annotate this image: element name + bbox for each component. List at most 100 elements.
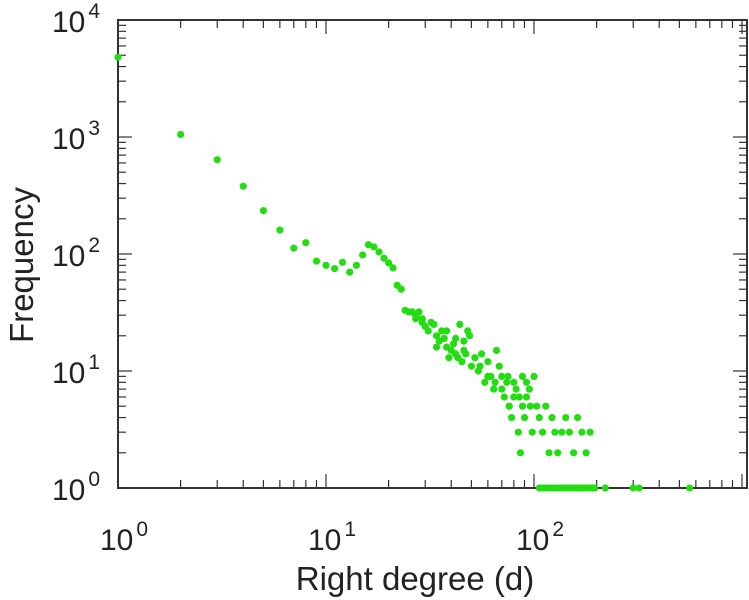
x-tick-label: 10 1 [308,518,356,557]
data-point [302,239,310,247]
data-point [518,372,527,380]
data-point [535,414,543,422]
data-point [430,320,438,328]
data-point [389,264,397,272]
data-point [471,354,479,362]
data-point [542,402,550,410]
data-point [545,449,553,457]
data-point [114,53,122,61]
data-point [574,414,582,422]
data-point [460,337,468,345]
data-point [591,484,599,492]
data-point [570,449,578,457]
data-point [522,393,531,401]
y-tick-label: 10 2 [52,234,100,273]
data-point [490,385,498,393]
data-point [491,378,499,386]
data-point [385,259,393,267]
data-point [601,484,609,492]
y-tick-label: 10 1 [52,351,100,390]
data-point [500,393,508,401]
data-point [466,332,474,340]
data-point [504,372,512,380]
data-point [510,378,518,386]
data-point [510,393,518,401]
data-point [364,241,373,249]
plot-frame [117,19,748,489]
data-point [375,248,383,256]
data-point [498,372,506,380]
data-point [484,358,492,366]
data-point [397,285,405,293]
data-point [458,358,466,366]
data-point [359,251,367,259]
data-point [322,261,330,269]
data-point [440,334,448,342]
data-point [565,428,574,436]
data-point [512,385,520,393]
data-point [635,484,643,492]
data-point [526,402,534,410]
data-point [432,332,441,340]
data-point [505,402,513,410]
data-point [177,130,185,139]
data-point [528,428,536,436]
data-point [290,244,298,252]
y-tick-label: 10 3 [52,117,100,156]
data-point [370,243,378,251]
data-point [686,484,694,492]
x-tick-label: 10 2 [516,518,564,557]
data-point [338,258,347,266]
data-point [476,362,484,370]
data-point [539,428,547,436]
data-point [514,428,522,436]
data-point [352,261,360,269]
data-point [562,414,570,422]
data-point [276,226,284,234]
data-point [415,308,423,316]
data-point [380,254,388,262]
data-point [522,378,531,386]
data-point [495,362,503,370]
x-tick-label: 10 0 [100,518,148,557]
data-point [548,414,556,422]
data-point [481,378,489,386]
y-axis-label: Frequency [3,187,40,343]
data-point [239,182,247,190]
data-point [492,346,501,354]
data-point [412,315,420,323]
x-axis-label: Right degree (d) [296,560,534,597]
data-point [418,318,426,326]
data-point [503,378,511,386]
data-point [312,257,321,265]
data-point [445,354,453,362]
y-tick-label: 10 0 [52,468,100,507]
data-point [508,414,516,422]
data-point [478,350,486,358]
data-point [449,340,458,348]
data-point [462,350,470,358]
data-point [424,327,432,335]
data-point [533,402,541,410]
data-point [432,343,441,351]
data-point [331,265,339,273]
data-point [516,449,525,457]
data-point [629,484,637,492]
data-point [213,156,221,164]
data-point [578,428,586,436]
data-point [582,449,590,457]
data-point [467,362,475,370]
data-point [554,449,562,457]
data-point [259,207,267,215]
data-points [114,53,694,492]
data-point [443,327,451,335]
data-point [586,428,594,436]
data-point [498,385,506,393]
data-point [525,385,534,393]
y-tick-label: 10 4 [52,0,100,39]
data-point [456,320,464,328]
tick-labels: 10 0 10 1 10 2 10 0 10 1 10 2 10 3 10 4 [52,0,564,557]
axis-ticks [117,20,747,489]
data-point [530,372,538,380]
